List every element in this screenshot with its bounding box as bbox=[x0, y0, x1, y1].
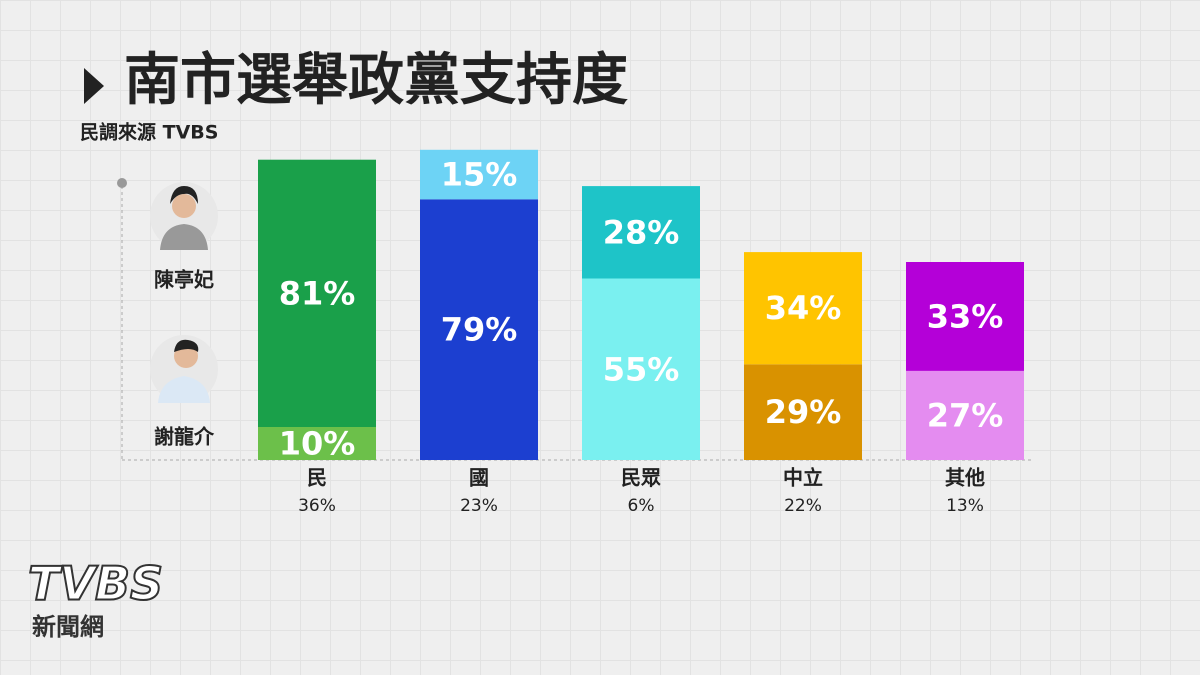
bar-segment bbox=[258, 159, 376, 427]
data-label: 81% bbox=[279, 274, 356, 312]
data-label: 33% bbox=[927, 297, 1004, 335]
legend-avatar bbox=[150, 182, 218, 250]
category-share: 6% bbox=[628, 496, 655, 516]
data-label: 15% bbox=[441, 156, 518, 194]
data-label: 34% bbox=[765, 289, 842, 327]
category-share: 13% bbox=[946, 496, 984, 516]
category-share: 36% bbox=[298, 496, 336, 516]
x-tick-label: 中立 bbox=[783, 466, 823, 490]
legend-label: 陳亭妃 bbox=[154, 268, 214, 292]
chart-title: 南市選舉政黨支持度 bbox=[124, 48, 628, 113]
data-label: 29% bbox=[765, 393, 842, 431]
logo: TVBS 新聞網 bbox=[27, 556, 164, 642]
bar-segment bbox=[744, 252, 862, 365]
chart-subtitle: 民調來源 TVBS bbox=[80, 121, 218, 144]
x-tick-label: 國 bbox=[469, 466, 489, 490]
bar-segment bbox=[582, 186, 700, 279]
bar-segment bbox=[420, 149, 538, 200]
data-label: 55% bbox=[603, 350, 680, 388]
x-tick-label: 其他 bbox=[945, 466, 985, 490]
data-label: 27% bbox=[927, 396, 1004, 434]
bar-segment bbox=[582, 278, 700, 460]
category-share: 23% bbox=[460, 496, 498, 516]
data-label: 10% bbox=[279, 425, 356, 463]
logo-brand: TVBS bbox=[28, 557, 163, 611]
bar-segment bbox=[906, 262, 1024, 371]
axis-dot bbox=[117, 178, 127, 188]
x-tick-label: 民眾 bbox=[621, 466, 661, 490]
bar-segment bbox=[906, 370, 1024, 460]
data-label: 28% bbox=[603, 213, 680, 251]
logo-caption: 新聞網 bbox=[32, 613, 104, 641]
category-share: 22% bbox=[784, 496, 822, 516]
legend-avatar bbox=[150, 335, 218, 403]
data-label: 79% bbox=[441, 311, 518, 349]
bar-segment bbox=[420, 199, 538, 461]
bar-segment bbox=[744, 364, 862, 460]
x-tick-label: 民 bbox=[307, 466, 327, 490]
title-marker bbox=[84, 68, 104, 104]
bar-segment bbox=[258, 427, 376, 460]
legend-label: 謝龍介 bbox=[154, 425, 215, 449]
